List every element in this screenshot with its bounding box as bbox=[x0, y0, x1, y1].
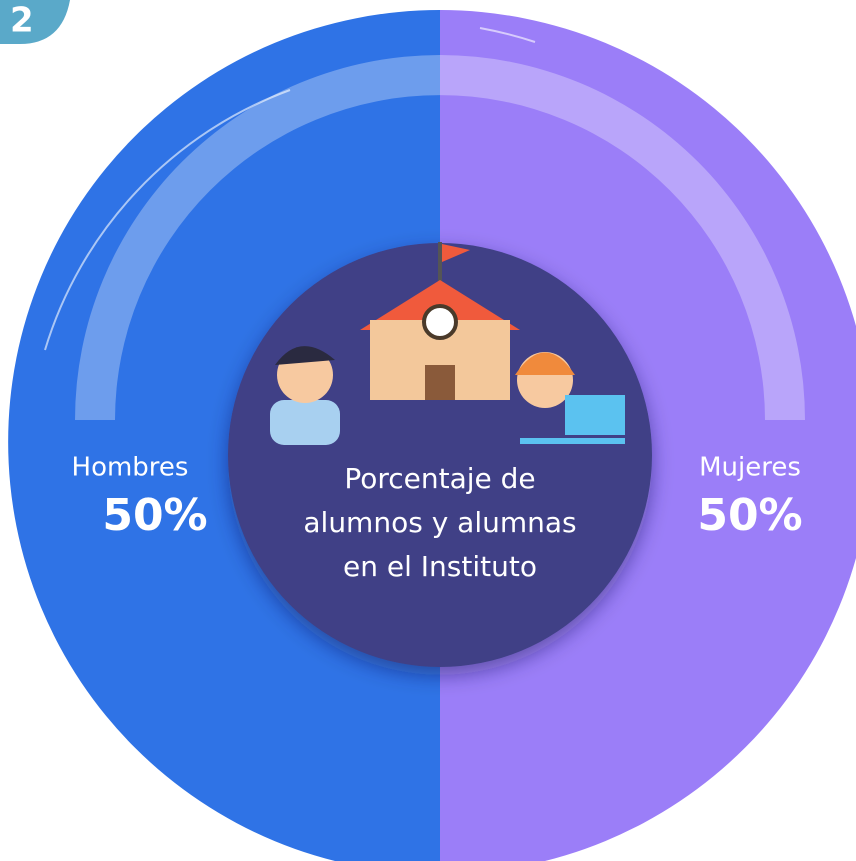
badge-shape bbox=[0, 0, 70, 44]
center-title: en el Instituto bbox=[343, 550, 537, 583]
center-title: alumnos y alumnas bbox=[303, 506, 576, 539]
slice-label: Hombres bbox=[72, 453, 189, 483]
decor-line bbox=[479, 27, 536, 43]
badge-number: 2 bbox=[10, 1, 34, 41]
labels: Hombres 50% Mujeres 50% bbox=[72, 453, 803, 542]
pie-slice bbox=[8, 10, 440, 861]
slice-value-label: 50% bbox=[102, 490, 207, 541]
center-title: Porcentaje de bbox=[344, 462, 535, 495]
slice-value-label: 50% bbox=[697, 490, 802, 541]
decor-arc bbox=[75, 55, 805, 420]
school-illustration bbox=[270, 242, 625, 445]
decor-line bbox=[44, 89, 291, 351]
center-disc bbox=[228, 243, 652, 667]
slice-label: Mujeres bbox=[699, 453, 801, 483]
